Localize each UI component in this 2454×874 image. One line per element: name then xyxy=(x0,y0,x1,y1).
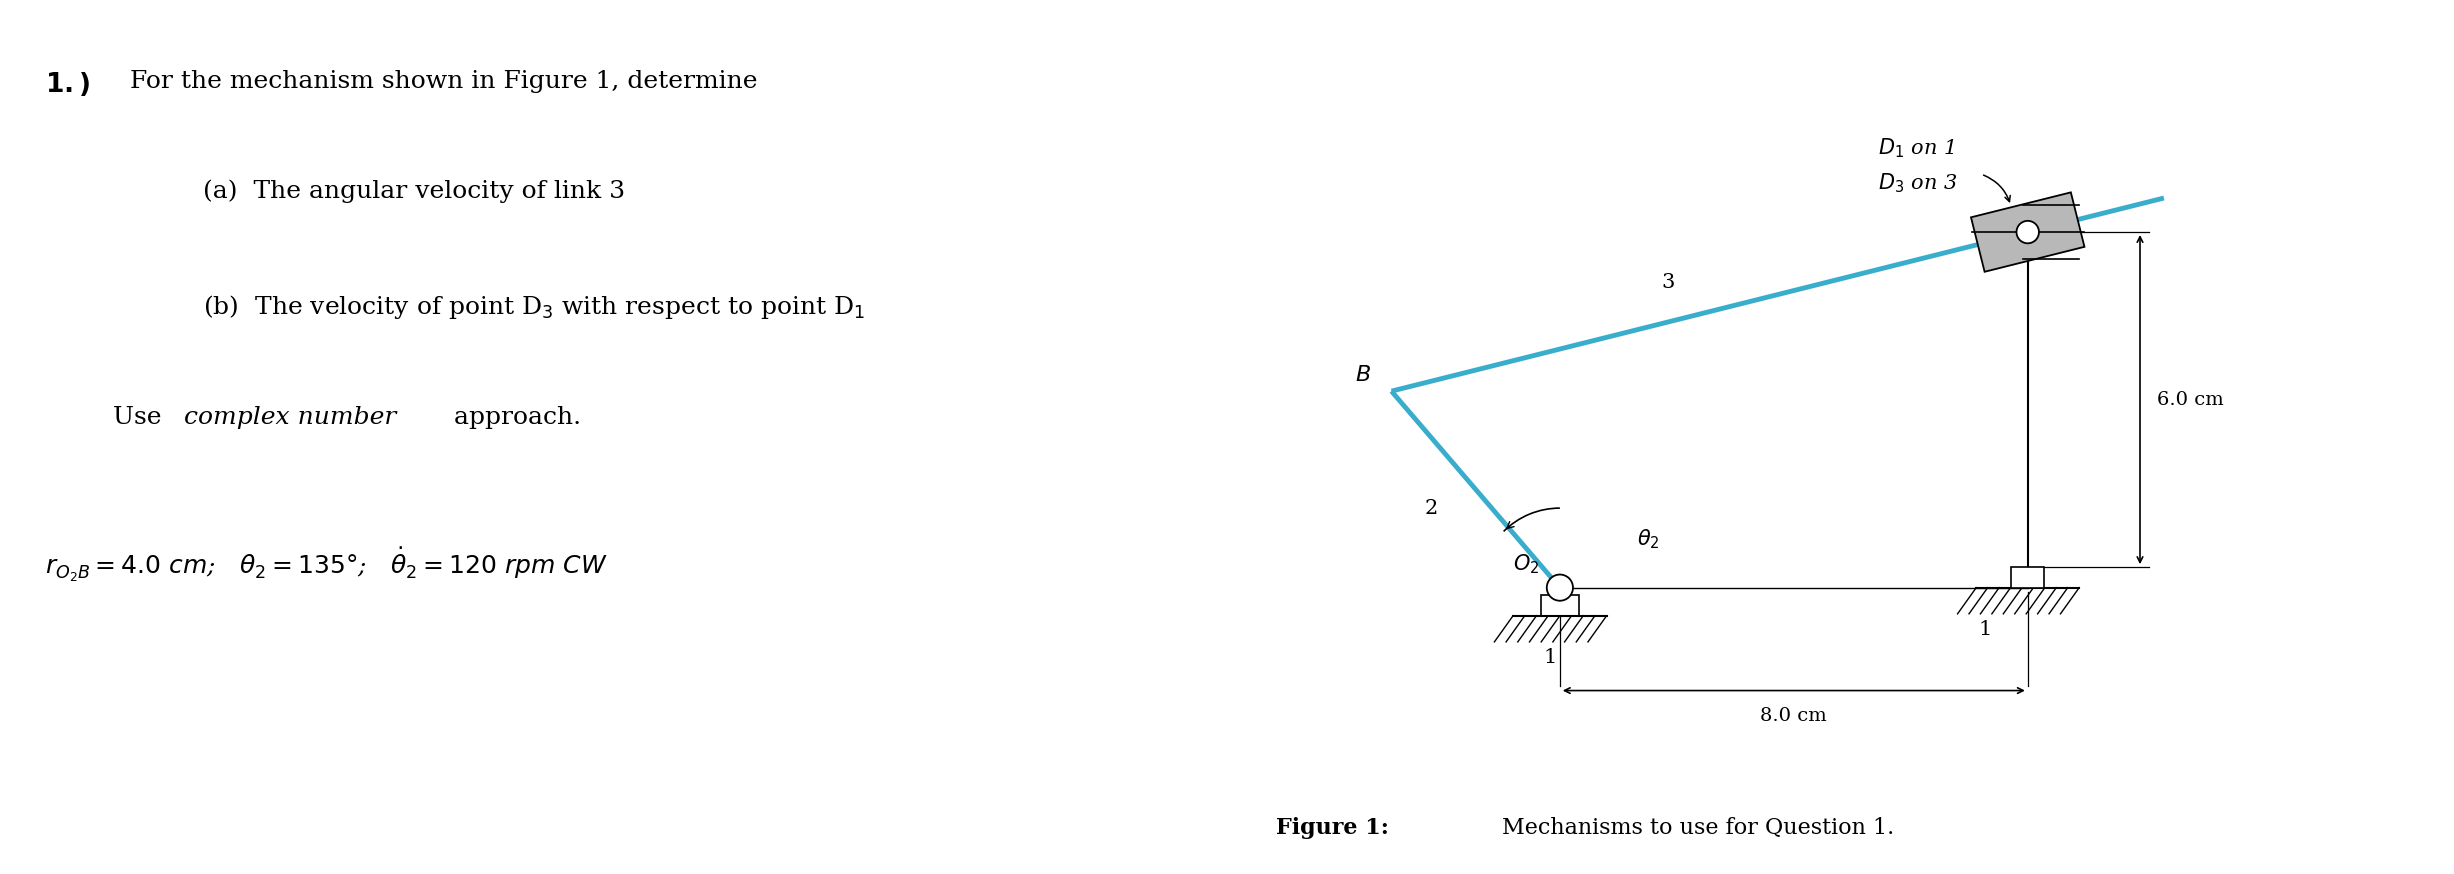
Text: Figure 1:: Figure 1: xyxy=(1276,817,1389,839)
Text: Use: Use xyxy=(113,406,169,429)
Text: (a)  The angular velocity of link 3: (a) The angular velocity of link 3 xyxy=(204,179,626,203)
Text: approach.: approach. xyxy=(447,406,582,429)
Text: 1: 1 xyxy=(1978,621,1993,640)
Text: $D_3$ on 3: $D_3$ on 3 xyxy=(1877,171,1958,195)
Text: $O_2$: $O_2$ xyxy=(1514,553,1539,577)
Text: 1: 1 xyxy=(1544,649,1558,668)
Text: Mechanisms to use for Question 1.: Mechanisms to use for Question 1. xyxy=(1502,817,1894,839)
Circle shape xyxy=(1546,574,1573,600)
Text: $r_{O_2 B} = 4.0\ \mathit{cm}$;$\quad \theta_2 = 135°$;$\quad \dot{\theta}_2 = 1: $r_{O_2 B} = 4.0\ \mathit{cm}$;$\quad \t… xyxy=(44,546,609,585)
Bar xyxy=(2012,567,2044,587)
Text: For the mechanism shown in Figure 1, determine: For the mechanism shown in Figure 1, det… xyxy=(130,70,758,93)
Text: $\theta_2$: $\theta_2$ xyxy=(1637,527,1659,551)
Text: 8.0 cm: 8.0 cm xyxy=(1760,707,1828,725)
Text: $\mathbf{1.)}$: $\mathbf{1.)}$ xyxy=(44,70,91,98)
Text: complex number: complex number xyxy=(184,406,398,429)
Circle shape xyxy=(2017,221,2039,243)
Text: $D_1$ on 1: $D_1$ on 1 xyxy=(1877,136,1953,160)
Bar xyxy=(1541,595,1578,615)
Text: 4: 4 xyxy=(2037,203,2049,222)
Text: 2: 2 xyxy=(1426,499,1438,517)
Text: (b)  The velocity of point D$_3$ with respect to point D$_1$: (b) The velocity of point D$_3$ with res… xyxy=(204,293,866,321)
Text: 3: 3 xyxy=(1661,273,1676,292)
Bar xyxy=(1971,192,2083,272)
Text: $B$: $B$ xyxy=(1355,364,1372,386)
Text: 6.0 cm: 6.0 cm xyxy=(2157,391,2223,408)
